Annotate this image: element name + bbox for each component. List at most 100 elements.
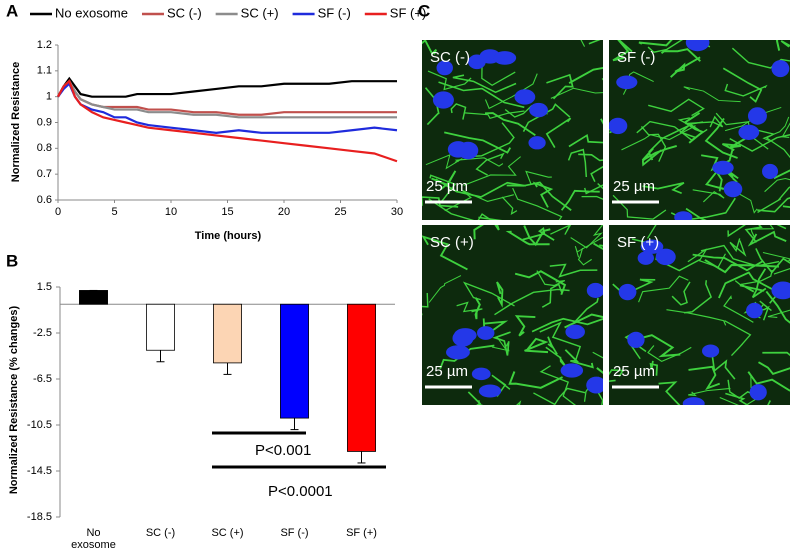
micrograph-content bbox=[422, 40, 603, 220]
y-tick-label: -2.5 bbox=[33, 327, 52, 339]
x-tick-label: 15 bbox=[221, 206, 233, 218]
x-tick-label: 30 bbox=[391, 206, 403, 218]
cell-junction bbox=[522, 226, 555, 241]
nucleus bbox=[468, 54, 486, 70]
scale-label: 25 µm bbox=[613, 178, 655, 195]
cell-junction bbox=[454, 157, 504, 167]
nucleus bbox=[528, 136, 546, 150]
scale-label: 25 µm bbox=[426, 178, 468, 195]
cell-junction bbox=[452, 74, 517, 94]
cell-junction bbox=[750, 127, 790, 159]
cell-junction bbox=[536, 270, 566, 287]
nucleus bbox=[712, 160, 734, 175]
cell-junction bbox=[724, 170, 739, 183]
cell-junction bbox=[533, 387, 586, 405]
x-tick-label: SF (-) bbox=[280, 527, 308, 539]
cell-junction bbox=[688, 387, 731, 397]
cell-junction bbox=[762, 351, 790, 357]
legend-label: SC (-) bbox=[167, 5, 202, 20]
micrograph: SF (-) 25 µm bbox=[609, 40, 790, 220]
bar bbox=[347, 303, 376, 452]
x-tick-label: SC (+) bbox=[211, 527, 243, 539]
cell-junction bbox=[704, 259, 779, 274]
cell-junction bbox=[670, 56, 701, 78]
cell-junction bbox=[473, 225, 500, 240]
nucleus bbox=[746, 302, 763, 319]
cell-junction bbox=[751, 268, 767, 299]
cell-junction bbox=[550, 225, 572, 235]
cell-junction bbox=[494, 288, 570, 316]
cell-junction bbox=[422, 292, 429, 316]
cell-junction bbox=[648, 124, 697, 153]
cell-junction bbox=[508, 371, 564, 389]
cell-junction bbox=[683, 280, 713, 314]
cell-junction bbox=[722, 131, 756, 152]
img-label: SC (-) bbox=[430, 49, 470, 66]
bar bbox=[146, 303, 175, 351]
nucleus bbox=[586, 282, 603, 298]
cell-junction bbox=[539, 321, 582, 361]
cell-junction bbox=[474, 297, 481, 320]
cell-junction bbox=[747, 230, 787, 247]
nucleus bbox=[565, 324, 585, 340]
cell-junction bbox=[444, 131, 512, 154]
cell-junction bbox=[666, 309, 727, 326]
cell-junction bbox=[574, 237, 603, 258]
cell-junction bbox=[688, 365, 721, 391]
legend-label: SF (-) bbox=[318, 5, 351, 20]
cell-junction bbox=[422, 196, 459, 208]
bar bbox=[79, 290, 108, 305]
micrograph-content bbox=[422, 225, 603, 405]
cell-junction bbox=[647, 345, 692, 363]
nucleus bbox=[453, 328, 477, 343]
cell-junction bbox=[638, 275, 689, 303]
cell-junction bbox=[464, 110, 525, 119]
cell-junction bbox=[525, 170, 552, 185]
cell-junction bbox=[727, 225, 787, 238]
nucleus bbox=[682, 397, 705, 405]
cell-junction bbox=[546, 73, 574, 100]
cell-junction bbox=[567, 148, 588, 178]
cell-junction bbox=[545, 117, 572, 148]
cell-junction bbox=[425, 154, 463, 170]
y-tick-label: -6.5 bbox=[33, 373, 52, 385]
series-line bbox=[57, 79, 397, 119]
nucleus bbox=[616, 75, 638, 90]
micrograph: SF (+) 25 µm bbox=[609, 225, 790, 405]
cell-junction bbox=[564, 313, 603, 329]
nucleus bbox=[609, 117, 628, 135]
cell-junction bbox=[471, 122, 515, 158]
nucleus bbox=[702, 344, 720, 358]
cell-junction bbox=[764, 177, 790, 193]
cell-junction bbox=[718, 271, 781, 299]
cell-junction bbox=[512, 187, 563, 220]
nucleus bbox=[771, 281, 790, 300]
nucleus bbox=[674, 211, 693, 220]
y-tick-label: 0.9 bbox=[37, 116, 52, 128]
bar bbox=[280, 303, 309, 419]
cell-junction bbox=[463, 156, 521, 186]
cell-junction bbox=[522, 103, 571, 132]
cell-junction bbox=[638, 40, 673, 47]
cell-junction bbox=[671, 281, 691, 306]
p-value: P<0.0001 bbox=[268, 483, 333, 500]
cell-junction bbox=[550, 87, 603, 99]
cell-junction bbox=[456, 301, 483, 313]
series-line bbox=[57, 76, 397, 98]
y-tick-label: 1.1 bbox=[37, 65, 52, 77]
nucleus bbox=[478, 384, 502, 398]
nucleus bbox=[747, 107, 767, 125]
micrograph-content bbox=[609, 225, 790, 405]
cell-junction bbox=[467, 391, 482, 405]
cell-junction bbox=[646, 225, 657, 239]
cell-junction bbox=[775, 40, 781, 51]
cell-junction bbox=[514, 270, 567, 296]
cell-junction bbox=[622, 71, 654, 95]
nucleus bbox=[529, 102, 548, 118]
cell-junction bbox=[725, 392, 772, 405]
nucleus bbox=[640, 239, 664, 254]
cell-junction bbox=[729, 238, 747, 257]
y-tick-label: 1.5 bbox=[37, 281, 52, 293]
img-label: SF (-) bbox=[617, 49, 655, 66]
